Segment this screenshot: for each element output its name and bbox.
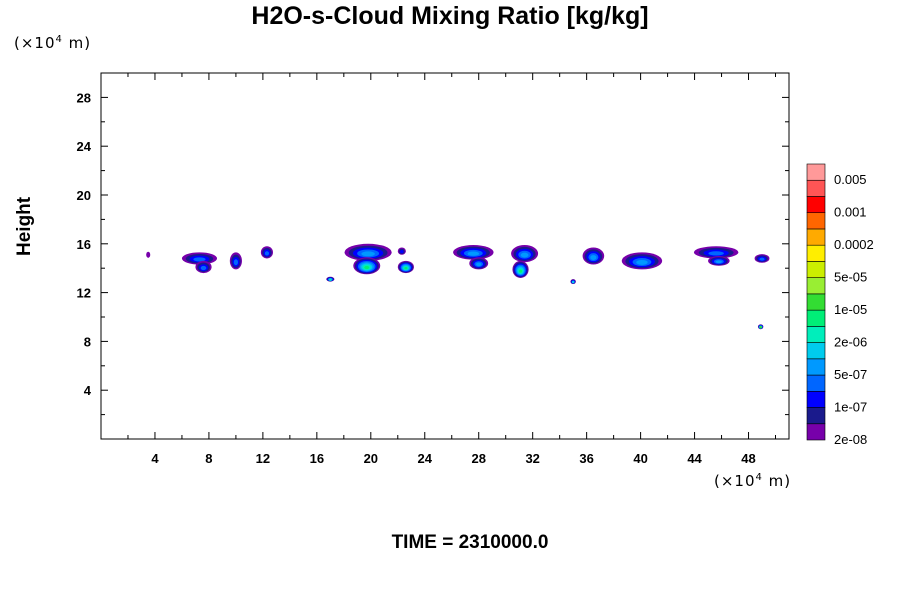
cloud-contour-level [404, 267, 408, 270]
colorbar-label: 0.0002 [834, 237, 874, 252]
cloud-patch [757, 324, 764, 330]
y-tick-label: 8 [84, 334, 91, 349]
colorbar-label: 2e-08 [834, 432, 867, 447]
colorbar-swatch [806, 326, 826, 343]
colorbar: 0.005 0.001 0.0002 5e-05 1e-05 2e-06 5e-07 1e-0… [806, 163, 874, 447]
cloud-contour-level [146, 251, 151, 258]
colorbar-label: 5e-07 [834, 367, 867, 382]
colorbar-label: 5e-05 [834, 270, 867, 285]
x-tick-label: 36 [579, 451, 593, 466]
cloud-patch [146, 251, 151, 258]
cloud-contour-level [361, 251, 375, 257]
x-tick-label: 4 [151, 451, 159, 466]
colorbar-swatch [806, 374, 826, 392]
cloud-contour-level [519, 269, 523, 273]
colorbar-label: 1e-05 [834, 302, 867, 317]
colorbar-swatch [806, 358, 826, 376]
cloud-patch [344, 243, 392, 261]
colorbar-swatch [806, 163, 826, 181]
cloud-contour-level [708, 251, 724, 256]
x-tick-label: 16 [310, 451, 324, 466]
cloud-patch [693, 246, 739, 259]
y-tick-label: 12 [77, 286, 91, 301]
colorbar-swatch [806, 244, 826, 262]
colorbar-label: 0.001 [834, 205, 867, 220]
x-tick-label: 32 [525, 451, 539, 466]
cloud-field [146, 243, 770, 330]
cloud-patch [754, 254, 770, 263]
x-tick-label: 20 [364, 451, 378, 466]
y-tick-label: 16 [77, 237, 91, 252]
cloud-patch [453, 245, 494, 260]
cloud-patch [260, 246, 273, 259]
x-tick-label: 28 [471, 451, 485, 466]
cloud-patch [229, 252, 242, 270]
y-tick-label: 28 [77, 90, 91, 105]
colorbar-swatch [806, 309, 826, 327]
cloud-contour-level [759, 257, 765, 261]
cloud-patch [582, 247, 605, 265]
cloud-contour-level [200, 265, 207, 271]
cloud-contour-level [759, 326, 762, 329]
colorbar-swatch [806, 196, 826, 214]
x-tick-label: 48 [741, 451, 755, 466]
colorbar-swatch [806, 179, 826, 197]
cloud-patch [353, 257, 381, 275]
cloud-patch [397, 247, 406, 255]
cloud-contour-level [264, 251, 270, 256]
colorbar-swatch [806, 390, 826, 408]
colorbar-swatch [806, 228, 826, 246]
cloud-patch [326, 276, 335, 282]
time-label: TIME = 2310000.0 [391, 532, 549, 553]
cloud-patch [570, 279, 576, 285]
cloud-patch [469, 257, 489, 270]
colorbar-swatch [806, 261, 826, 278]
cloud-patch [397, 260, 414, 274]
cloud-patch [511, 245, 539, 263]
colorbar-label: 0.005 [834, 172, 867, 187]
colorbar-swatch [806, 407, 826, 425]
cloud-contour-level [590, 255, 597, 260]
cloud-patch [512, 260, 529, 278]
cloud-patch [181, 252, 218, 265]
colorbar-swatch [806, 212, 826, 230]
cloud-contour-level [233, 259, 239, 266]
y-tick-label: 20 [77, 188, 91, 203]
cloud-contour-level [400, 250, 404, 254]
cloud-contour-level [329, 278, 332, 281]
cloud-contour-level [476, 262, 482, 267]
x-tick-label: 24 [418, 451, 433, 466]
cloud-contour-level [715, 260, 722, 264]
colorbar-label: 1e-07 [834, 400, 867, 415]
colorbar-swatch [806, 342, 826, 360]
x-tick-label: 12 [256, 451, 270, 466]
cloud-contour-level [571, 280, 575, 284]
cloud-patch [708, 256, 730, 266]
cloud-contour-level [467, 251, 480, 256]
cloud-contour-level [520, 252, 529, 258]
x-tick-label: 8 [205, 451, 212, 466]
plot-frame [100, 72, 790, 440]
x-tick-label: 44 [687, 451, 702, 466]
y-tick-label: 4 [84, 383, 92, 398]
colorbar-swatch [806, 277, 826, 295]
cloud-contour-level [636, 259, 648, 265]
chart-title: H2O-s-Cloud Mixing Ratio [kg/kg] [251, 2, 649, 30]
y-tick-label: 24 [77, 139, 92, 154]
colorbar-swatch [806, 423, 826, 441]
y-axis-unit: (×104 m) [14, 34, 92, 52]
colorbar-swatch [806, 293, 826, 311]
cloud-contour-level [364, 265, 370, 270]
cloud-contour-level [193, 257, 206, 262]
colorbar-label: 2e-06 [834, 335, 867, 350]
x-axis-unit: (×104 m) [714, 472, 792, 490]
cloud-patch [195, 260, 212, 274]
x-tick-label: 40 [633, 451, 647, 466]
cloud-patch [621, 252, 663, 270]
